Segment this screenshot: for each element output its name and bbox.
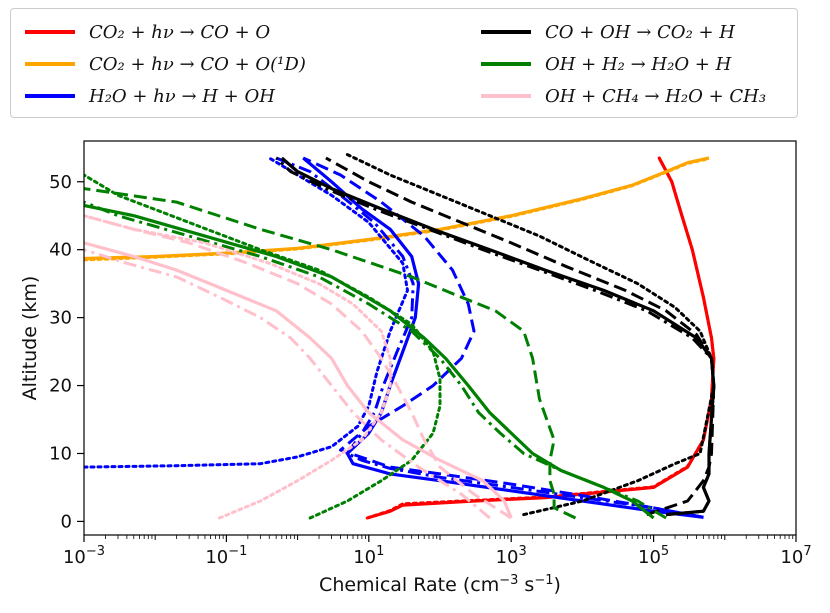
series-line-1 <box>365 156 716 520</box>
series-line-8 <box>280 156 716 517</box>
x-tick-label: 10−3 <box>63 544 105 568</box>
series-layer <box>84 153 716 520</box>
legend-swatch <box>481 94 531 98</box>
legend-swatch <box>481 30 531 34</box>
legend-label: CO₂ + hν → CO + O(¹D) <box>89 53 306 75</box>
legend-item: CO + OH → CO₂ + H <box>481 17 735 47</box>
series-line-19 <box>84 214 392 520</box>
x-axis-label-sup: −1 <box>534 573 553 588</box>
x-axis-label-sup: −3 <box>499 573 518 588</box>
legend-label: OH + H₂ → H₂O + H <box>545 53 732 75</box>
series-line-5 <box>302 156 704 519</box>
series-line-2 <box>84 156 710 261</box>
series-line-6 <box>275 156 704 519</box>
y-tick-label: 40 <box>49 240 72 261</box>
tick-layer: 10−3 10−1 101 103 105 107 0 10 20 30 40 50 <box>49 172 812 568</box>
legend-label: CO + OH → CO₂ + H <box>545 21 736 43</box>
series-line-13 <box>84 187 577 520</box>
legend-swatch <box>25 94 75 98</box>
x-tick-label: 103 <box>496 544 527 568</box>
x-tick-label: 10−1 <box>205 544 247 568</box>
series-line-9 <box>325 156 716 517</box>
series-line-3 <box>84 157 711 262</box>
series-line-17 <box>84 214 513 520</box>
legend-item: OH + H₂ → H₂O + H <box>481 49 731 79</box>
series-line-7 <box>84 156 409 469</box>
x-tick-label: 105 <box>638 544 669 568</box>
series-line-12 <box>84 203 655 520</box>
legend-swatch <box>25 62 75 66</box>
x-axis-label-text: ) <box>554 574 561 596</box>
legend-label: OH + CH₄ → H₂O + CH₃ <box>545 85 767 107</box>
series-line-18 <box>84 248 491 520</box>
legend-swatch <box>25 30 75 34</box>
legend-item: H₂O + hν → H + OH <box>25 81 275 111</box>
y-tick-label: 10 <box>49 443 72 464</box>
series-line-15 <box>84 173 442 520</box>
series-line-16 <box>84 241 513 519</box>
legend-item: OH + CH₄ → H₂O + CH₃ <box>481 81 766 111</box>
y-tick-label: 20 <box>49 376 72 397</box>
x-axis-label-text: s <box>518 574 534 596</box>
y-tick-label: 30 <box>49 308 72 329</box>
series-line-10 <box>345 153 716 517</box>
x-tick-label: 101 <box>353 544 384 568</box>
series-line-11 <box>275 156 716 517</box>
x-axis-label-text: Chemical Rate (cm <box>319 574 499 596</box>
y-tick-label: 50 <box>49 172 72 193</box>
legend-label: CO₂ + hν → CO + O <box>89 21 271 43</box>
y-tick-label: 0 <box>61 511 72 532</box>
x-axis-label: Chemical Rate (cm−3 s−1) <box>319 573 561 596</box>
x-tick-label: 107 <box>780 544 811 568</box>
y-axis-label: Altitude (km) <box>19 276 41 401</box>
series-line-14 <box>84 200 667 520</box>
legend: CO₂ + hν → CO + O CO₂ + hν → CO + O(¹D) … <box>10 8 798 118</box>
legend-item: CO₂ + hν → CO + O(¹D) <box>25 49 306 79</box>
legend-label: H₂O + hν → H + OH <box>89 85 275 107</box>
legend-item: CO₂ + hν → CO + O <box>25 17 270 47</box>
legend-swatch <box>481 62 531 66</box>
